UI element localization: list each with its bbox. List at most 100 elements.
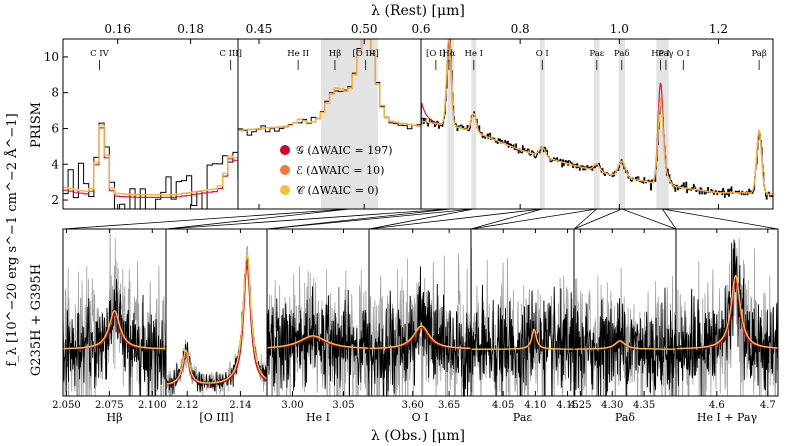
y-axis-units: f_λ [10^−20 erg s^−1 cm^−2 Å^−1] — [4, 113, 20, 366]
grating-data-line-2 — [267, 286, 369, 396]
prism-frame-0 — [62, 38, 239, 210]
shaded-regions — [321, 39, 669, 209]
grating-tick-label-6-0: 4.6 — [709, 400, 725, 411]
top-tick-label-2-1: 0.8 — [511, 22, 530, 36]
grating-model-6-2 — [676, 275, 778, 350]
shaded-region-3 — [539, 39, 545, 209]
top-tick-label-0-0: 0.16 — [104, 22, 131, 36]
y-axis-prism: PRISM — [29, 102, 44, 148]
grating-panel-0 — [63, 229, 166, 396]
prism-ytick-label-0: 2 — [51, 193, 59, 207]
grating-panel-label-2: He I — [306, 411, 330, 424]
labels: 0.16 0.18 0.45 0.50 0.6 0.8 1.0 1.2 2 4 6 8 10 C IV C … — [44, 22, 776, 424]
line-marker-label-0: C IV — [90, 49, 110, 59]
grating-panel-label-0: Hβ — [107, 411, 123, 424]
legend-marker-2 — [280, 185, 290, 195]
prism-model-0-1 — [63, 124, 238, 196]
grating-tick-label-4-0: 4.05 — [492, 400, 514, 411]
grating-data-line-0 — [63, 279, 166, 396]
grating-data-line-3 — [369, 266, 471, 396]
top-tick-label-0-1: 0.18 — [177, 22, 204, 36]
line-marker-label-4: [O III] — [352, 49, 378, 59]
grating-tick-label-0-1: 2.075 — [95, 400, 124, 411]
connector-left-0 — [62, 208, 350, 230]
legend-marker-1 — [280, 165, 290, 175]
prism-panel-1 — [238, 39, 421, 136]
prism-model-2-2 — [421, 39, 773, 196]
grating-tick-label-0-2: 2.100 — [138, 400, 167, 411]
prism-data-line-1 — [238, 39, 421, 136]
grating-panel-label-6: He I + Paγ — [697, 411, 758, 424]
line-marker-label-8: O I — [536, 49, 549, 59]
grating-frame-6 — [675, 228, 779, 397]
grating-model-4-2 — [471, 328, 574, 350]
legend: 𝒢 (ΔWAIC = 197) ℰ (ΔWAIC = 10) 𝒞 (ΔWAIC = … — [280, 144, 393, 197]
grating-tick-label-3-0: 3.60 — [402, 400, 424, 411]
line-marker-label-10: Paδ — [614, 49, 630, 59]
top-axis-title: λ (Rest) [μm] — [371, 3, 465, 19]
bottom-axis-title: λ (Obs.) [μm] — [371, 428, 465, 444]
line-marker-label-7: He I — [465, 49, 484, 59]
grating-panel-label-1: [O III] — [199, 411, 233, 424]
prism-model-0-2 — [63, 124, 238, 196]
connector-left-3 — [368, 208, 543, 230]
grating-tick-label-5-1: 4.30 — [601, 400, 623, 411]
shaded-region-2 — [471, 39, 477, 209]
grating-tick-label-1-0: 2.12 — [176, 400, 198, 411]
shaded-region-1 — [447, 39, 454, 209]
line-marker-label-13: O I — [677, 49, 690, 59]
grating-data-line-6 — [676, 239, 778, 396]
grating-error-line-0 — [63, 229, 166, 396]
connector-left-1 — [165, 208, 451, 230]
legend-label-1: ℰ (ΔWAIC = 10) — [296, 164, 384, 177]
shaded-region-5 — [618, 39, 626, 209]
grating-tick-label-3-1: 3.65 — [438, 400, 460, 411]
grating-data-line-4 — [471, 284, 574, 396]
prism-ytick-label-2: 6 — [51, 121, 59, 135]
grating-panel-label-3: O I — [412, 411, 429, 424]
prism-series — [63, 39, 773, 209]
grating-tick-label-0-0: 2.050 — [52, 400, 81, 411]
connector-right-3 — [470, 208, 543, 230]
legend-label-0: 𝒢 (ΔWAIC = 197) — [296, 144, 393, 157]
grating-panel-4 — [471, 248, 574, 396]
line-marker-label-5: [O I] — [426, 49, 446, 59]
top-tick-label-1-1: 0.50 — [351, 22, 378, 36]
grating-tick-label-4-1: 4.10 — [524, 400, 546, 411]
legend-label-2: 𝒞 (ΔWAIC = 0) — [296, 184, 379, 197]
prism-model-0-0 — [63, 127, 238, 198]
grating-panel-5 — [574, 267, 676, 396]
connector-left-2 — [266, 208, 474, 230]
grating-series — [63, 229, 778, 396]
grating-tick-label-2-1: 3.05 — [332, 400, 354, 411]
connector-right-2 — [368, 208, 474, 230]
connector-left-4 — [470, 208, 597, 230]
grating-tick-label-5-2: 4.35 — [633, 400, 655, 411]
grating-model-1-2 — [166, 253, 267, 385]
line-marker-label-14: Paβ — [751, 49, 766, 59]
line-marker-label-11: He I — [651, 49, 670, 59]
grating-panel-1 — [166, 245, 267, 396]
connector-right-0 — [165, 208, 350, 230]
y-axis-grating: G235H + G395H — [29, 264, 44, 376]
top-tick-label-2-3: 1.2 — [709, 22, 728, 36]
grating-panel-label-4: Paε — [513, 411, 532, 424]
grating-panel-3 — [369, 253, 471, 396]
prism-ytick-label-1: 4 — [51, 157, 59, 171]
grating-tick-label-5-0: 4.25 — [569, 400, 591, 411]
line-marker-label-12: Paγ — [658, 49, 674, 59]
top-tick-label-2-0: 0.6 — [411, 22, 430, 36]
top-tick-label-1-0: 0.45 — [246, 22, 273, 36]
grating-panel-6 — [676, 238, 778, 396]
legend-marker-0 — [280, 145, 290, 155]
shaded-region-0 — [321, 39, 378, 209]
connector-right-6 — [662, 208, 779, 230]
line-marker-label-1: C III] — [219, 49, 242, 59]
prism-model-1-2 — [238, 39, 421, 131]
connector-right-4 — [573, 208, 598, 230]
grating-tick-label-6-1: 4.7 — [760, 400, 776, 411]
grating-model-3-2 — [369, 325, 471, 350]
grating-tick-label-2-0: 3.00 — [281, 400, 303, 411]
shaded-region-4 — [594, 39, 600, 209]
grating-model-2-2 — [267, 335, 369, 349]
